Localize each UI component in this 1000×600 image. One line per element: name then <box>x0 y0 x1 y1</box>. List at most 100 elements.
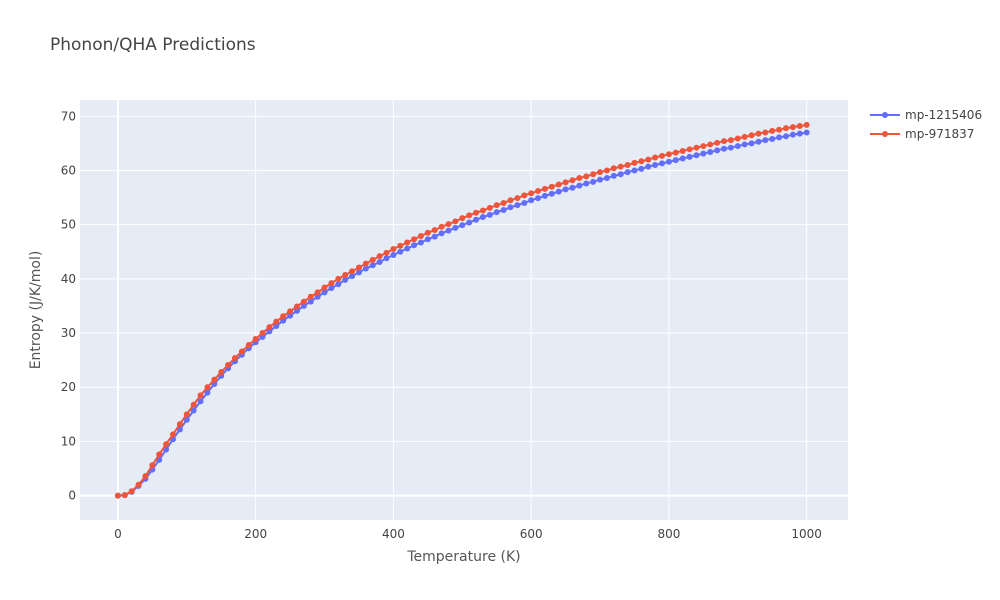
data-point <box>624 169 631 176</box>
data-point <box>528 197 535 204</box>
data-point <box>762 137 769 144</box>
y-tick-label: 60 <box>61 163 76 177</box>
data-point <box>369 256 376 263</box>
data-point <box>721 138 728 145</box>
legend-marker <box>882 131 888 137</box>
data-point <box>576 182 583 189</box>
data-point <box>300 302 307 309</box>
data-point <box>528 190 535 197</box>
data-point <box>225 362 232 369</box>
data-point <box>548 183 555 190</box>
data-point <box>438 223 445 230</box>
data-point <box>486 211 493 218</box>
data-point <box>776 126 783 133</box>
data-point <box>493 209 500 216</box>
data-point <box>328 285 335 292</box>
data-point <box>349 273 356 280</box>
data-point <box>665 158 672 165</box>
data-point <box>500 207 507 214</box>
data-point <box>727 137 734 144</box>
data-point <box>390 251 397 258</box>
data-point <box>789 124 796 131</box>
data-point <box>335 281 342 288</box>
data-point <box>417 233 424 240</box>
data-point <box>121 492 128 499</box>
data-point <box>583 173 590 180</box>
data-point <box>411 236 418 243</box>
data-point <box>273 318 280 325</box>
data-point <box>603 175 610 182</box>
data-point <box>569 177 576 184</box>
x-tick-label: 1000 <box>791 527 822 541</box>
data-point <box>590 178 597 185</box>
data-point <box>135 481 142 488</box>
data-point <box>335 275 342 282</box>
y-tick-labels: 0 10 20 30 40 50 60 70 <box>61 109 76 502</box>
series-mp-1215406 <box>114 129 810 499</box>
data-point <box>383 255 390 262</box>
legend-item[interactable]: mp-971837 <box>870 127 974 141</box>
data-point <box>204 384 211 391</box>
data-point <box>665 151 672 158</box>
data-point <box>452 218 459 225</box>
data-point <box>473 216 480 223</box>
data-point <box>707 149 714 156</box>
data-point <box>156 451 163 458</box>
data-point <box>362 265 369 272</box>
data-point <box>576 175 583 182</box>
data-point <box>183 416 190 423</box>
data-point <box>287 308 294 315</box>
data-point <box>445 221 452 228</box>
series-mp-971837 <box>114 121 810 499</box>
data-point <box>796 123 803 130</box>
data-point <box>803 129 810 136</box>
data-point <box>679 155 686 162</box>
y-tick-label: 70 <box>61 109 76 123</box>
data-point <box>741 141 748 148</box>
data-point <box>679 147 686 154</box>
legend: mp-1215406 mp-971837 <box>870 108 982 141</box>
data-point <box>486 204 493 211</box>
y-tick-label: 40 <box>61 272 76 286</box>
data-point <box>190 407 197 414</box>
data-point <box>431 233 438 240</box>
data-point <box>783 125 790 132</box>
data-point <box>748 132 755 139</box>
data-point <box>562 186 569 193</box>
data-point <box>500 199 507 206</box>
legend-marker <box>882 112 888 118</box>
data-point <box>376 253 383 260</box>
data-point <box>287 312 294 319</box>
y-gridlines <box>80 115 848 497</box>
data-point <box>314 289 321 296</box>
data-point <box>452 224 459 231</box>
data-point <box>473 209 480 216</box>
data-point <box>417 239 424 246</box>
y-tick-label: 30 <box>61 326 76 340</box>
data-point <box>700 150 707 157</box>
x-axis-title: Temperature (K) <box>406 549 520 565</box>
data-point <box>535 188 542 195</box>
data-point <box>659 152 666 159</box>
data-point <box>259 330 266 337</box>
data-point <box>672 157 679 164</box>
data-point <box>197 392 204 399</box>
data-point <box>438 230 445 237</box>
data-point <box>273 322 280 329</box>
x-tick-label: 200 <box>244 527 267 541</box>
data-point <box>590 171 597 178</box>
data-point <box>176 421 183 428</box>
data-point <box>700 143 707 150</box>
data-point <box>734 143 741 150</box>
data-point <box>714 147 721 154</box>
data-point <box>776 134 783 141</box>
data-point <box>755 130 762 137</box>
data-point <box>369 262 376 269</box>
data-point <box>796 130 803 137</box>
legend-item[interactable]: mp-1215406 <box>870 108 982 122</box>
data-point <box>783 133 790 140</box>
data-point <box>555 181 562 188</box>
data-point <box>610 172 617 179</box>
data-point <box>597 176 604 183</box>
data-point <box>404 245 411 252</box>
